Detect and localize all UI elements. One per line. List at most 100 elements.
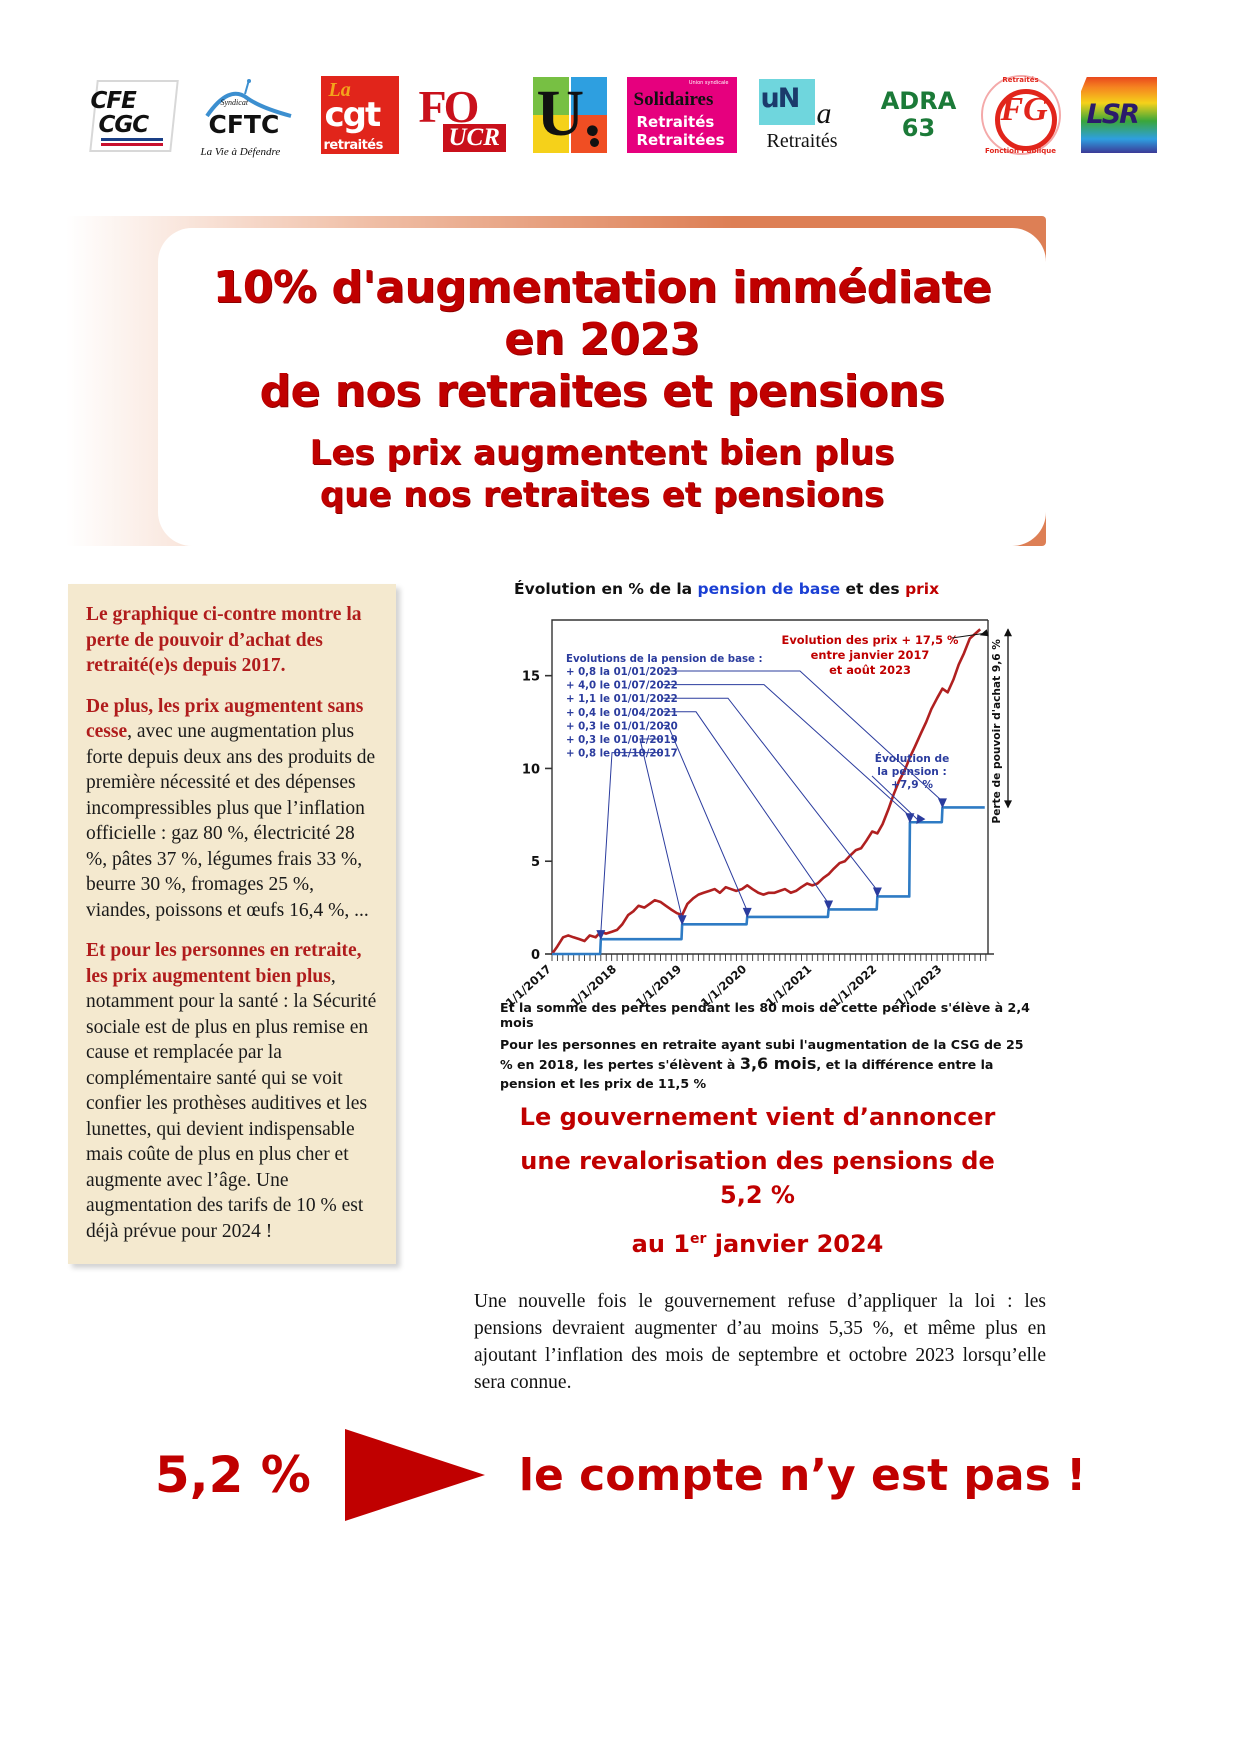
left-paragraph-1: Le graphique ci-contre montre la perte d… <box>86 602 378 679</box>
u-square-yellow <box>532 115 569 153</box>
left-p2-bold: De plus, les prix augmentent sans cesse <box>86 695 364 743</box>
left-p2-rest: , avec une augmentation plus forte depui… <box>86 721 376 921</box>
chart-legend-item: + 0,8 la 01/01/2023 <box>566 667 678 678</box>
fo-name: FO <box>418 81 480 132</box>
hero-title-line3: de nos retraites et pensions <box>259 366 945 417</box>
pension-vs-prices-chart: Évolution en % de la pension de base et … <box>500 580 1045 1010</box>
chart-legend-item: + 0,8 le 01/10/2017 <box>566 749 678 760</box>
hero-card: 10% d'augmentation immédiate en 2023 de … <box>158 228 1046 546</box>
cgt-la-word: La <box>328 79 351 101</box>
chart-legend-item: + 4,0 le 01/07/2022 <box>566 681 678 692</box>
chart-note-1: Et la somme des pertes pendant les 80 mo… <box>500 1000 1030 1030</box>
left-p3-rest: , notamment pour la santé : la Sécurité … <box>86 965 377 1242</box>
fp-bottom-text: Fonction Publique <box>984 147 1057 155</box>
cfe-cgc-line1: CFE <box>90 88 137 114</box>
y-tick-label: 15 <box>522 670 540 685</box>
unsa-cyan-block <box>758 79 815 125</box>
chart-price-annotation: Evolution des prix + 17,5 % <box>782 633 959 647</box>
u-letter: U. <box>536 77 601 150</box>
chart-price-annotation: et août 2023 <box>829 663 911 677</box>
hero-title-line1: 10% d'augmentation immédiate <box>212 262 992 313</box>
legend-arrow-icon <box>677 915 687 926</box>
footer-percent: 5,2 % <box>154 1446 311 1504</box>
legend-arrow-icon <box>937 798 947 809</box>
cfe-cgc-line2: CGC <box>98 112 150 138</box>
gov-line-2-text: une revalorisation des pensions de <box>520 1147 995 1175</box>
gov-line-4-pre: au 1 <box>631 1230 690 1258</box>
adra-line1: ADRA <box>880 87 957 115</box>
logo-cfe-cgc: CFE CGC <box>85 76 179 154</box>
chart-price-annotation: entre janvier 2017 <box>811 648 930 662</box>
u-square-orange <box>570 115 607 153</box>
logo-retraites-fonction-publique: Retraités FG Fonction Publique <box>979 73 1063 157</box>
logo-cftc: Syndicat CFTC La Vie à Défendre <box>195 72 303 158</box>
hero-title: 10% d'augmentation immédiate en 2023 de … <box>213 262 992 418</box>
hero-subtitle-line2: que nos retraites et pensions <box>319 475 885 515</box>
u-dot <box>589 138 599 147</box>
cftc-mountain-icon <box>203 78 295 118</box>
chart-series-pension-de-base <box>552 806 985 956</box>
chart-series-prix <box>550 628 982 955</box>
logo-fo-ucr: FO UCR <box>417 76 513 154</box>
chart-note-2a: Pour les personnes en retraite ayant sub… <box>500 1037 1024 1072</box>
fp-top-text: Retraités <box>1002 76 1039 84</box>
hero-subtitle: Les prix augmentent bien plus que nos re… <box>310 432 895 516</box>
cftc-top-word: Syndicat <box>220 98 249 107</box>
y-tick-label: 10 <box>522 762 540 777</box>
hero-banner: 10% d'augmentation immédiate en 2023 de … <box>66 216 1046 546</box>
y-tick-label: 5 <box>531 855 540 870</box>
chart-pension-annotation: +7,9 % <box>891 779 933 791</box>
chart-legend-item: + 0,3 le 01/01/2020 <box>566 721 678 732</box>
fp-outer-ring <box>980 75 1061 155</box>
left-p3-bold: Et pour les personnes en retraite, les p… <box>86 940 362 987</box>
gov-line-1: Le gouvernement vient d’annoncer <box>519 1103 996 1131</box>
chart-note-2: Pour les personnes en retraite ayant sub… <box>500 1035 1040 1093</box>
y-tick-label: 0 <box>531 948 540 963</box>
left-commentary-panel: Le graphique ci-contre montre la perte d… <box>68 584 396 1264</box>
unsa-retraites-word: Retraités <box>766 130 838 152</box>
cfe-cgc-red-bar <box>100 143 163 146</box>
chart-right-axis-label: Perte de pouvoir d'achat 9,6 % <box>991 639 1003 824</box>
chart-note-2-big: 3,6 mois <box>739 1054 817 1073</box>
cftc-name: CFTC <box>208 110 280 139</box>
cftc-slogan: La Vie à Défendre <box>200 146 281 158</box>
lsr-name: LSR <box>1086 99 1140 130</box>
hero-title-line2: en 2023 <box>504 314 700 365</box>
unsa-a-letter: a <box>816 97 832 130</box>
left-paragraph-2: De plus, les prix augmentent sans cesse,… <box>86 694 378 924</box>
gov-line-4-sup: er <box>689 1231 707 1247</box>
u-square-blue <box>570 77 607 115</box>
fp-circle <box>994 89 1057 151</box>
chart-legend-item: + 0,3 le 01/01/2019 <box>566 735 678 746</box>
footer-slogan-bar: 5,2 % le compte n’y est pas ! <box>0 1420 1241 1530</box>
chart-note-2b: , et la différence entre la pension et l… <box>500 1057 994 1091</box>
cfe-cgc-blue-bar <box>100 138 163 141</box>
fp-monogram: FG <box>1000 91 1048 128</box>
gov-line-2: une revalorisation des pensions de 5,2 % <box>470 1144 1045 1212</box>
chart-pension-annotation: la pension : <box>877 766 946 778</box>
logo-adra-63: ADRA 63 <box>877 80 961 150</box>
cgt-name: cgt <box>324 95 382 135</box>
footer-slogan: le compte n’y est pas ! <box>518 1449 1087 1501</box>
chart-legend-header: Evolutions de la pension de base : <box>566 654 763 665</box>
chart-title-blue: pension de base <box>697 580 841 598</box>
chart-legend-item: + 1,1 le 01/01/2022 <box>566 694 678 705</box>
gov-line-4: au 1er janvier 2024 <box>470 1222 1045 1261</box>
legend-arrow-icon <box>905 813 915 824</box>
chart-title: Évolution en % de la pension de base et … <box>514 580 1045 598</box>
left-p1-bold: Le graphique ci-contre montre la perte d… <box>86 604 362 676</box>
chart-legend-item: + 0,4 le 01/04/2021 <box>566 708 678 719</box>
solidaires-name: Solidaires <box>633 89 714 110</box>
legend-arrow-icon <box>596 930 606 941</box>
logo-unirs-u: U. <box>531 75 609 155</box>
solidaires-retraitees-word: Retraitées <box>636 131 725 149</box>
gov-line-3-value: 5,2 % <box>720 1181 795 1209</box>
cgt-retraites-word: retraités <box>323 138 384 153</box>
hero-subtitle-line1: Les prix augmentent bien plus <box>309 433 895 473</box>
right-arrow-icon <box>344 1429 485 1521</box>
ucr-name: UCR <box>442 124 506 152</box>
closing-paragraph: Une nouvelle fois le gouvernement refuse… <box>474 1291 1046 1393</box>
gov-line-4-post: janvier 2024 <box>706 1230 884 1258</box>
union-logos-bar: CFE CGC Syndicat CFTC La Vie à Défendre … <box>0 55 1241 175</box>
